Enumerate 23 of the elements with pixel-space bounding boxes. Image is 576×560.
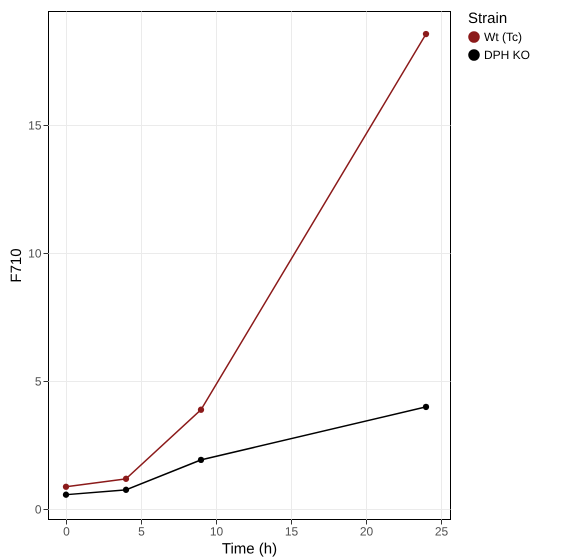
point bbox=[422, 30, 430, 38]
point bbox=[62, 492, 70, 498]
y-tick-label: 0 bbox=[34, 502, 42, 516]
y-axis-title: F710 bbox=[8, 248, 26, 283]
x-tick-label: 25 bbox=[434, 524, 448, 538]
legend-label: DPH KO bbox=[484, 48, 530, 62]
point bbox=[198, 406, 204, 413]
x-tick-label: 20 bbox=[360, 524, 374, 538]
point bbox=[198, 456, 204, 464]
point bbox=[422, 404, 430, 410]
x-tick-label: 15 bbox=[284, 524, 298, 538]
point bbox=[62, 484, 70, 490]
legend-label: Wt (Tc) bbox=[484, 30, 522, 44]
y-tick-label: 5 bbox=[34, 374, 42, 388]
y-tick-label: 15 bbox=[28, 118, 42, 132]
x-tick-label: 0 bbox=[63, 524, 70, 538]
point bbox=[122, 486, 130, 493]
x-tick-label: 5 bbox=[138, 524, 146, 538]
point bbox=[122, 476, 130, 482]
y-tick-label: 10 bbox=[28, 246, 42, 260]
legend-title: Strain bbox=[468, 10, 508, 27]
x-tick-label: 10 bbox=[210, 524, 224, 538]
x-axis-title: Time (h) bbox=[222, 540, 278, 558]
